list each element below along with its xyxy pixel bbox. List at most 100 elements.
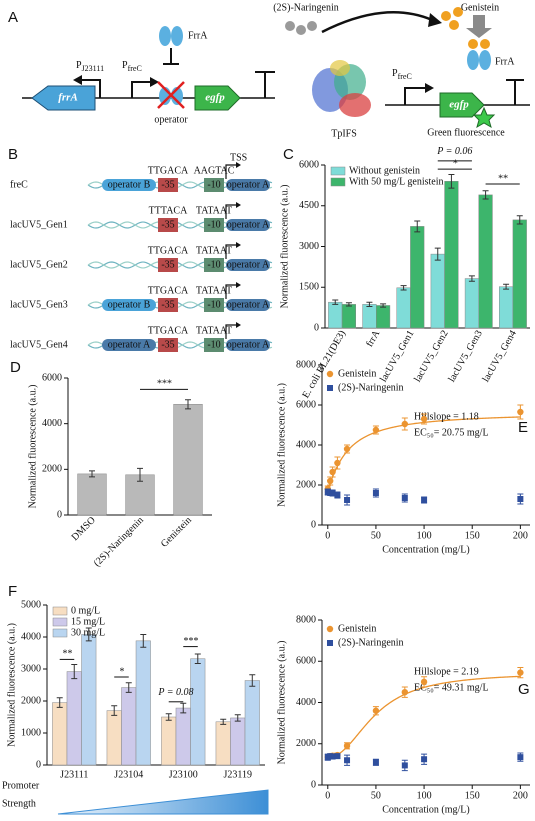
motif-35: TTTACA bbox=[149, 205, 188, 216]
error-bar bbox=[468, 275, 475, 282]
y-tick-label: 2000 bbox=[21, 695, 41, 706]
operator-label: operator B bbox=[108, 179, 151, 190]
bar bbox=[215, 721, 231, 766]
x-tick-label: J23119 bbox=[223, 769, 252, 780]
gene-label: egfp bbox=[449, 99, 469, 111]
legend-label: 0 mg/L bbox=[71, 605, 100, 616]
x-axis-label: Strength bbox=[2, 798, 36, 809]
legend-label: Genistein bbox=[338, 368, 376, 379]
gene-label: egfp bbox=[205, 92, 225, 104]
bar bbox=[341, 304, 357, 329]
construct-name: lacUV5_Gen2 bbox=[10, 259, 68, 270]
motif-10: TATAAT bbox=[196, 285, 232, 296]
error-bar bbox=[85, 627, 92, 642]
legend-swatch bbox=[330, 177, 346, 187]
x-tick-label: DMSO bbox=[70, 515, 98, 543]
box-label: -35 bbox=[161, 339, 174, 350]
substrate-label: (2S)-Naringenin bbox=[273, 2, 339, 13]
x-tick-label: J23100 bbox=[169, 769, 198, 780]
error-bar bbox=[137, 467, 143, 482]
x-tick-label: 150 bbox=[465, 790, 480, 801]
promoter-designs: freC operator B -35 TTGACA -10 AAGTAC operator… bbox=[10, 152, 273, 352]
arrowhead bbox=[73, 75, 82, 85]
y-tick-label: 4000 bbox=[21, 631, 41, 642]
significance-label: * bbox=[119, 666, 124, 677]
error-bar bbox=[111, 705, 118, 716]
promoter-label: PfreC bbox=[122, 60, 142, 73]
error-bar bbox=[345, 302, 352, 307]
significance-label: ** bbox=[62, 649, 72, 660]
operator-box bbox=[226, 179, 270, 191]
output-label: Green fluorescence bbox=[427, 127, 505, 138]
operator-box bbox=[226, 299, 270, 311]
bar bbox=[328, 301, 343, 329]
x-tick-label: 0 bbox=[325, 530, 330, 541]
tss-arrow bbox=[225, 204, 238, 219]
y-tick-label: 6000 bbox=[296, 399, 316, 410]
y-tick-label: 2000 bbox=[296, 479, 316, 490]
error-bar bbox=[414, 220, 421, 233]
significance-label: ** bbox=[498, 173, 508, 184]
y-tick-label: 6000 bbox=[296, 656, 316, 667]
gene-label: frrA bbox=[58, 92, 78, 104]
bar bbox=[230, 717, 246, 766]
legend-label: (2S)-Naringenin bbox=[338, 637, 404, 648]
box-label: -10 bbox=[207, 219, 220, 230]
molecule bbox=[453, 7, 463, 17]
gene-arrow bbox=[31, 85, 96, 111]
point bbox=[421, 756, 428, 763]
promoter-sub: freC bbox=[128, 64, 142, 73]
repression-bar bbox=[163, 48, 179, 65]
protein-structure bbox=[330, 60, 350, 76]
operator-box bbox=[102, 299, 156, 311]
terminator bbox=[255, 71, 275, 98]
box-label: -10 bbox=[207, 179, 220, 190]
legend-label: Without genistein bbox=[349, 165, 420, 176]
legend-marker bbox=[327, 385, 333, 391]
y-tick-label: 0 bbox=[311, 779, 316, 790]
y-axis-label: Normalized fluorescence (a.u.) bbox=[276, 641, 287, 765]
enzyme-label: TpIFS bbox=[331, 128, 357, 139]
arrowhead bbox=[428, 13, 442, 27]
motif-10: TATAAT bbox=[196, 205, 232, 216]
construct-name: lacUV5_Gen4 bbox=[10, 339, 68, 350]
bar bbox=[190, 658, 206, 766]
block-cross bbox=[157, 81, 185, 109]
legend-marker bbox=[326, 370, 334, 378]
box-label: -35 bbox=[161, 299, 174, 310]
error-bar bbox=[234, 714, 241, 722]
bar bbox=[121, 687, 137, 766]
y-tick-label: 4000 bbox=[296, 697, 316, 708]
motif-10: TATAAT bbox=[196, 325, 232, 336]
error-bar bbox=[249, 674, 256, 687]
molecule bbox=[468, 39, 478, 49]
y-tick-label: 3000 bbox=[21, 663, 41, 674]
legend-label: With 50 mg/L genistein bbox=[349, 176, 444, 187]
y-tick-label: 8000 bbox=[296, 614, 316, 625]
arrowhead bbox=[236, 242, 241, 248]
point bbox=[401, 688, 409, 696]
motif-10: AAGTAC bbox=[194, 165, 235, 176]
box-label: -35 bbox=[161, 259, 174, 270]
y-tick-label: 3000 bbox=[299, 241, 319, 252]
error-bar bbox=[482, 190, 489, 200]
box-label: -35 bbox=[161, 219, 174, 230]
promoter-p: P bbox=[122, 60, 128, 71]
tss-arrow bbox=[225, 164, 238, 179]
bar bbox=[175, 707, 191, 766]
y-tick-label: 0 bbox=[57, 509, 62, 520]
legend-swatch bbox=[52, 606, 68, 616]
fluorescence-star bbox=[472, 106, 496, 129]
bar bbox=[512, 219, 527, 329]
error-bar bbox=[89, 470, 95, 478]
point bbox=[420, 415, 428, 423]
panel-label: C bbox=[283, 146, 294, 163]
y-axis-label: Normalized fluorescence (a.u.) bbox=[279, 185, 290, 309]
tss-arrow bbox=[225, 244, 238, 259]
error-bar bbox=[180, 702, 187, 714]
x-axis-label: Promoter bbox=[2, 780, 40, 791]
x-tick-label: Genistein bbox=[159, 515, 194, 550]
x-tick-label: lacUV5_Gen4 bbox=[481, 329, 519, 385]
fit-annotation: EC₅₀= 49.31 mg/L bbox=[414, 682, 489, 693]
